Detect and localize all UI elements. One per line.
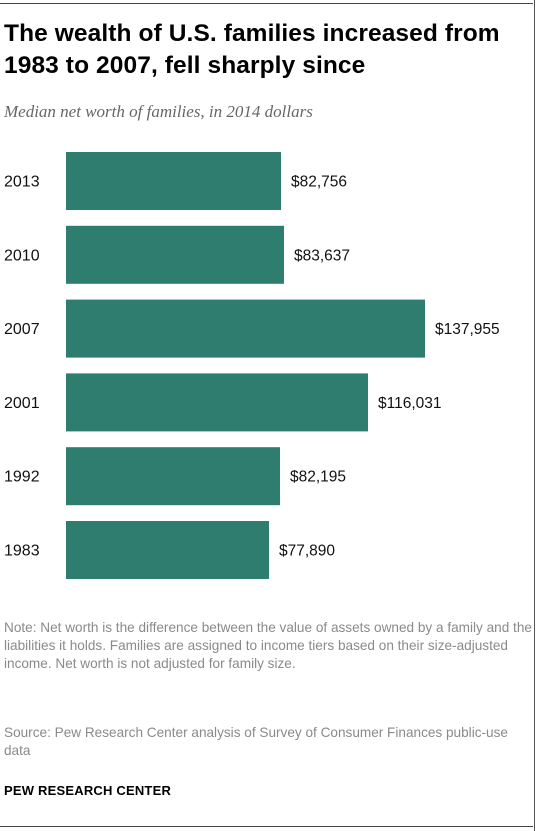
category-label: 2013: [4, 174, 40, 191]
top-divider: [0, 3, 533, 4]
data-label: $83,637: [294, 247, 350, 264]
category-label: 1983: [4, 543, 40, 560]
chart-source: Source: Pew Research Center analysis of …: [4, 725, 508, 758]
bar: [66, 521, 269, 579]
bar: [66, 299, 425, 358]
data-label: $82,195: [290, 469, 346, 486]
category-label: 2001: [4, 395, 40, 412]
category-label: 1992: [4, 469, 40, 486]
bar-chart: 2013 $82,756 2010 $83,637 2007 $137,955 2001 $1…: [4, 152, 500, 579]
bar: [66, 447, 280, 506]
chart-title: The wealth of U.S. families increased fr…: [4, 20, 500, 79]
brand-logo-text: PEW RESEARCH CENTER: [4, 783, 172, 798]
right-border: [534, 0, 535, 831]
data-label: $116,031: [378, 395, 442, 412]
bar: [66, 225, 284, 284]
data-label: $82,756: [291, 174, 347, 191]
data-label: $77,890: [279, 543, 335, 560]
category-label: 2010: [4, 247, 40, 264]
chart-subtitle: Median net worth of families, in 2014 do…: [4, 102, 313, 121]
bar: [66, 373, 368, 432]
bottom-divider: [0, 826, 533, 827]
data-label: $137,955: [435, 321, 500, 338]
bar: [66, 152, 281, 210]
category-label: 2007: [4, 321, 40, 338]
chart-note: Note: Net worth is the difference betwee…: [4, 620, 532, 671]
